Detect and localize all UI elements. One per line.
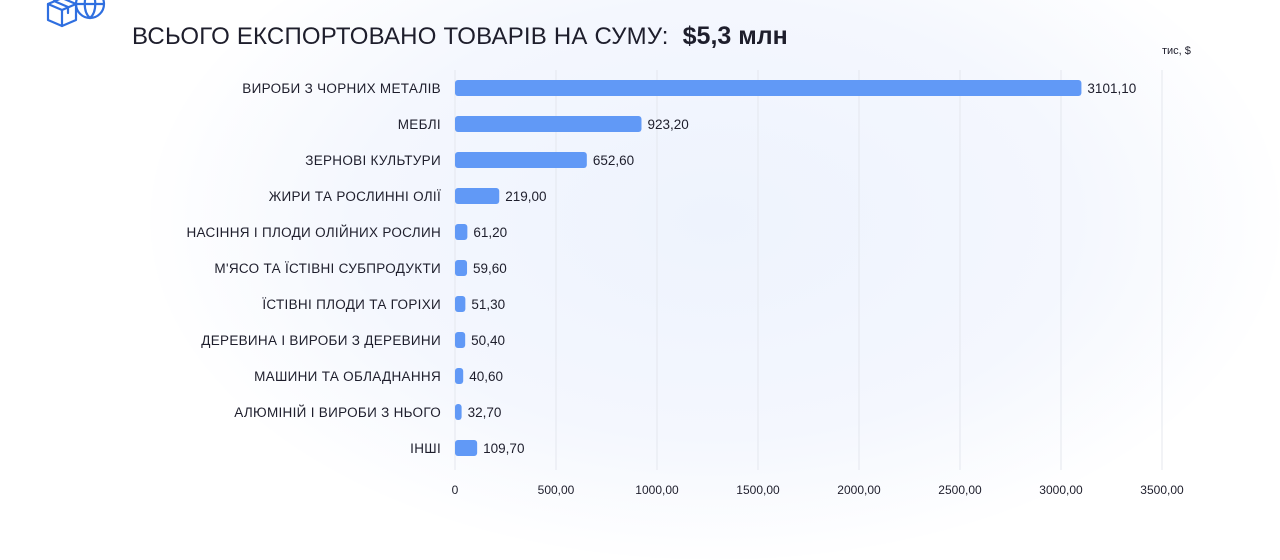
bar: [455, 332, 466, 348]
x-tick-label: 3500,00: [1140, 483, 1184, 497]
category-label: ДЕРЕВИНА І ВИРОБИ З ДЕРЕВИНИ: [201, 333, 441, 348]
data-label: 923,20: [647, 117, 688, 132]
data-label: 40,60: [469, 369, 503, 384]
x-tick-label: 1000,00: [635, 483, 679, 497]
data-label: 32,70: [468, 405, 502, 420]
data-label: 219,00: [505, 189, 546, 204]
category-label: М'ЯСО ТА ЇСТІВНІ СУБПРОДУКТИ: [214, 261, 441, 276]
bar: [455, 296, 466, 312]
bar-chart: 0 500,00 1000,00 1500,00 2000,00 2500,00 3000,…: [186, 70, 1184, 497]
bar: [455, 404, 462, 420]
category-label: АЛЮМІНІЙ І ВИРОБИ З НЬОГО: [234, 405, 441, 420]
x-tick-label: 0: [452, 483, 459, 497]
data-label: 51,30: [471, 297, 505, 312]
x-tick-label: 3000,00: [1039, 483, 1083, 497]
bar: [455, 116, 642, 132]
data-label: 61,20: [473, 225, 507, 240]
x-tick-label: 2500,00: [938, 483, 982, 497]
category-label: ЖИРИ ТА РОСЛИННІ ОЛІЇ: [269, 189, 441, 204]
category-label: ВИРОБИ З ЧОРНИХ МЕТАЛІВ: [242, 81, 441, 96]
bar: [455, 152, 587, 168]
bar: [455, 224, 468, 240]
unit-label: тис, $: [1162, 45, 1191, 57]
data-label: 50,40: [471, 333, 505, 348]
data-label: 109,70: [483, 441, 524, 456]
bar: [455, 368, 464, 384]
data-label: 59,60: [473, 261, 507, 276]
total-value: $5,3 млн: [682, 22, 788, 50]
bar: [455, 440, 478, 456]
bar: [455, 188, 500, 204]
data-label: 652,60: [593, 153, 634, 168]
category-label: МАШИНИ ТА ОБЛАДНАННЯ: [254, 369, 441, 384]
x-tick-label: 2000,00: [837, 483, 881, 497]
x-tick-label: 500,00: [538, 483, 575, 497]
bar: [455, 260, 468, 276]
bar: [455, 80, 1082, 96]
data-label: 3101,10: [1087, 81, 1136, 96]
category-label: НАСІННЯ І ПЛОДИ ОЛІЙНИХ РОСЛИН: [186, 225, 441, 240]
category-label: МЕБЛІ: [398, 117, 441, 132]
category-label: ЇСТІВНІ ПЛОДИ ТА ГОРІХИ: [262, 297, 441, 312]
box-globe-icon: [46, 0, 106, 28]
chart-title: ВСЬОГО ЕКСПОРТОВАНО ТОВАРІВ НА СУМУ: $5,…: [132, 22, 788, 56]
category-label: ІНШІ: [410, 441, 441, 456]
title-text: ВСЬОГО ЕКСПОРТОВАНО ТОВАРІВ НА СУМУ:: [132, 23, 669, 50]
category-label: ЗЕРНОВІ КУЛЬТУРИ: [305, 153, 441, 168]
x-tick-label: 1500,00: [736, 483, 780, 497]
